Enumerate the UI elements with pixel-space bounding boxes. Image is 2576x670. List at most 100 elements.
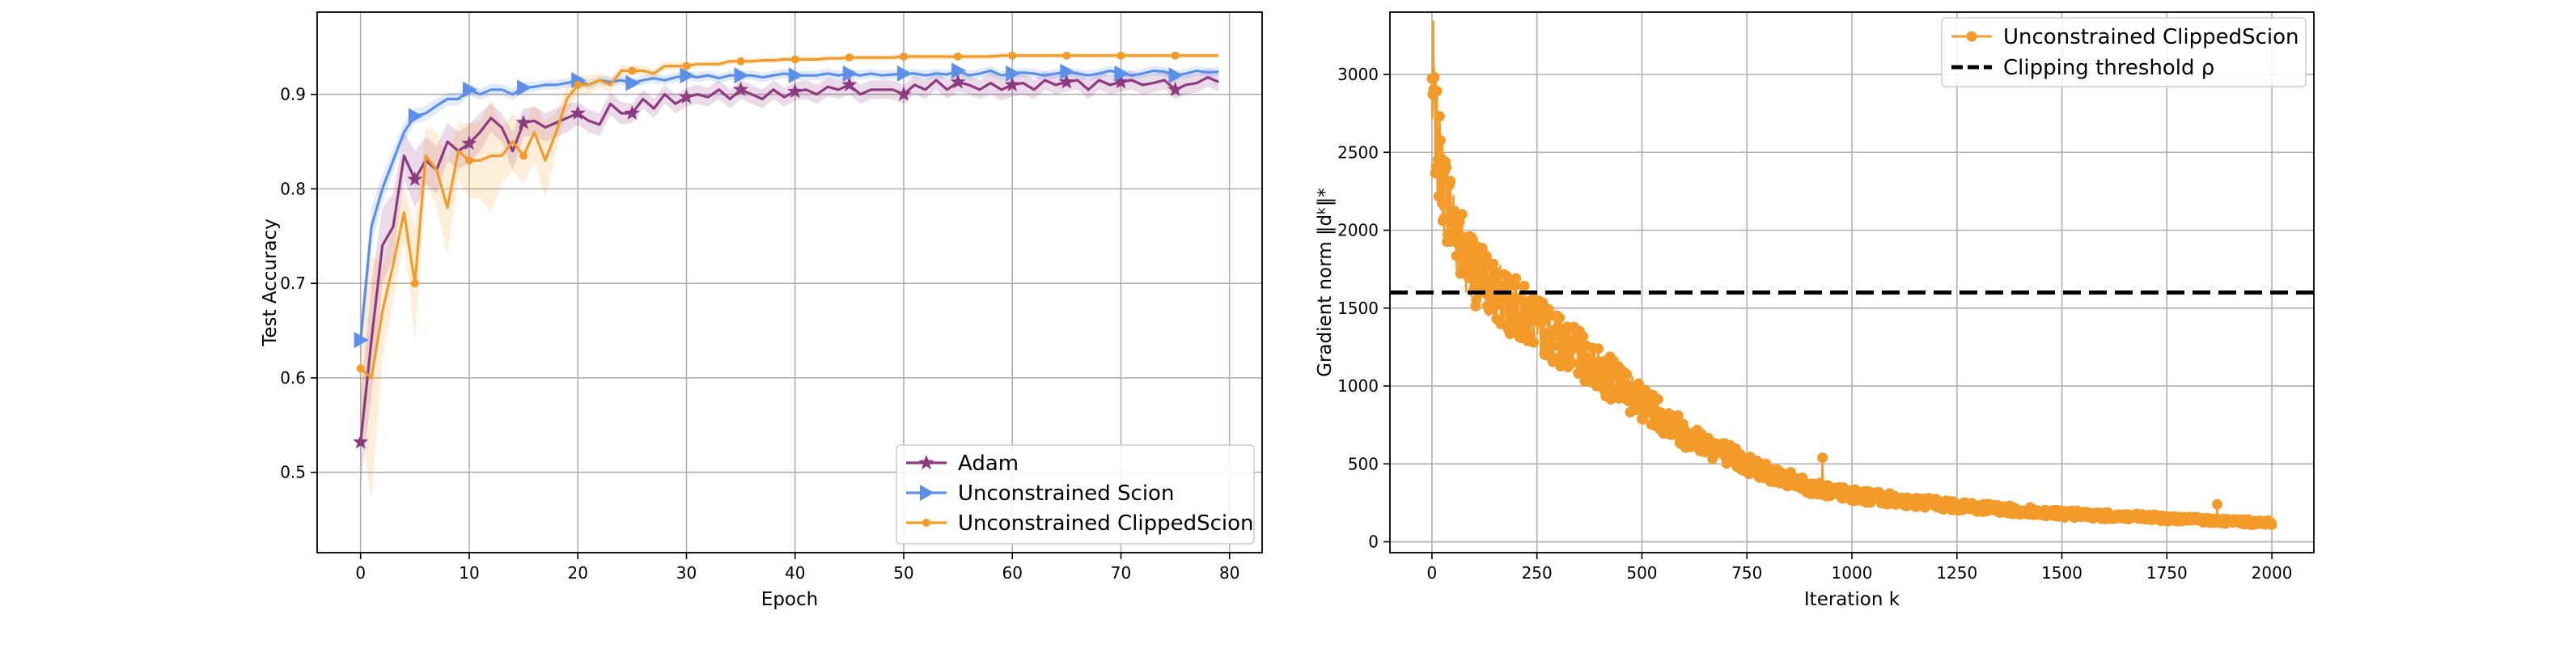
x-tick-label: 20: [567, 563, 587, 583]
data-point: [899, 52, 908, 61]
y-tick-label: 0.5: [280, 463, 306, 482]
plot-frame: [316, 11, 1263, 553]
data-point: [1554, 312, 1566, 324]
x-tick-label: 750: [1731, 563, 1762, 583]
data-point: [1489, 266, 1501, 278]
data-point: [954, 52, 963, 61]
data-point: [1621, 369, 1633, 380]
data-point: [354, 332, 369, 349]
data-point: [1567, 358, 1578, 369]
legend-marker: [1966, 31, 1977, 42]
data-point: [1499, 299, 1510, 310]
data-point: [678, 89, 694, 104]
plot-frame: [1389, 11, 2315, 553]
x-tick-label: 60: [1002, 563, 1022, 583]
x-tick-label: 2000: [2252, 563, 2293, 583]
data-point: [1604, 379, 1615, 390]
series-markers-gradient-norm: [1426, 72, 2277, 530]
data-point: [736, 57, 745, 66]
data-point: [1434, 111, 1445, 122]
data-point: [517, 79, 532, 96]
plot-area: [1390, 20, 2314, 530]
data-point: [896, 65, 912, 82]
data-point: [462, 81, 477, 98]
legend-box: [1941, 17, 2307, 87]
x-tick-label: 250: [1522, 563, 1553, 583]
data-point: [624, 105, 640, 120]
x-tick-label: 1000: [1832, 563, 1873, 583]
data-point: [1114, 65, 1129, 82]
data-point: [842, 65, 858, 82]
x-tick-label: 40: [785, 563, 805, 583]
data-point: [1489, 274, 1500, 286]
y-tick-label: 0.8: [280, 179, 306, 198]
gradient-norm-chart: 0 250 500 750 1000 1250 1500 1750 2000 0 500 1000 15…: [1315, 11, 2315, 610]
series-markers-2: [356, 51, 1180, 373]
legend-marker: [918, 455, 934, 470]
x-tick-label: 500: [1626, 563, 1657, 583]
data-point: [1113, 74, 1129, 89]
data-point: [682, 61, 691, 70]
data-point: [407, 171, 423, 186]
x-tick-label: 50: [893, 563, 913, 583]
data-point: [1557, 342, 1569, 354]
y-tick-label: 0.7: [280, 274, 306, 293]
data-point: [1472, 261, 1484, 273]
data-point: [733, 81, 749, 96]
data-point: [1510, 273, 1522, 284]
data-point: [1501, 270, 1512, 282]
y-tick-label: 3000: [1337, 65, 1379, 84]
data-point: [951, 62, 967, 79]
data-point: [790, 55, 799, 64]
legend-label: Unconstrained ClippedScion: [958, 511, 1254, 536]
legend-label: Adam: [958, 452, 1019, 476]
data-point: [461, 135, 477, 151]
legend-box: [896, 444, 1255, 545]
y-tick-label: 1000: [1337, 376, 1379, 396]
x-axis-label: Iteration k: [1804, 589, 1900, 610]
legend-marker: [920, 485, 934, 501]
y-tick-label: 2500: [1337, 142, 1379, 162]
series-line-2: [359, 54, 1219, 380]
data-point: [1528, 337, 1539, 348]
y-tick-label: 0.6: [280, 368, 306, 388]
data-point: [845, 53, 854, 62]
data-point: [1548, 341, 1559, 351]
series-markers-0: [353, 74, 1184, 449]
x-tick-label: 30: [676, 563, 697, 583]
data-point: [1652, 393, 1663, 405]
grid: [1390, 12, 2314, 553]
data-point: [896, 86, 912, 101]
data-point: [1436, 197, 1447, 209]
data-point: [1477, 274, 1489, 285]
accuracy-chart: 0 10 20 30 40 50 60 70 80 0.5 0.6 0.7 0.8 0.9 Epoch Tes…: [260, 11, 1263, 610]
legend-label: Unconstrained Scion: [958, 481, 1174, 506]
x-tick-label: 0: [1427, 563, 1438, 583]
data-point: [1006, 65, 1021, 82]
data-point: [1456, 209, 1468, 220]
data-point: [1460, 240, 1471, 250]
x-tick-label: 80: [1219, 563, 1239, 583]
legend-label: Unconstrained ClippedScion: [2003, 25, 2299, 49]
x-tick-label: 70: [1111, 563, 1131, 583]
data-point: [570, 105, 586, 120]
legend-marker: [922, 519, 930, 527]
data-point: [680, 67, 695, 84]
data-point: [787, 83, 803, 99]
data-point: [1481, 251, 1492, 262]
data-point: [464, 156, 473, 165]
data-point: [1004, 76, 1020, 91]
data-point: [1519, 280, 1530, 291]
y-tick-label: 0.9: [280, 85, 306, 104]
series-line-0: [359, 76, 1219, 443]
data-point: [1578, 331, 1589, 342]
data-point: [408, 108, 423, 125]
data-point: [1058, 74, 1074, 89]
data-point: [1445, 176, 1456, 187]
data-point: [1431, 86, 1443, 96]
data-point: [950, 74, 966, 89]
plot-area: [353, 51, 1219, 501]
data-point: [1062, 51, 1071, 60]
data-point: [1171, 51, 1180, 60]
